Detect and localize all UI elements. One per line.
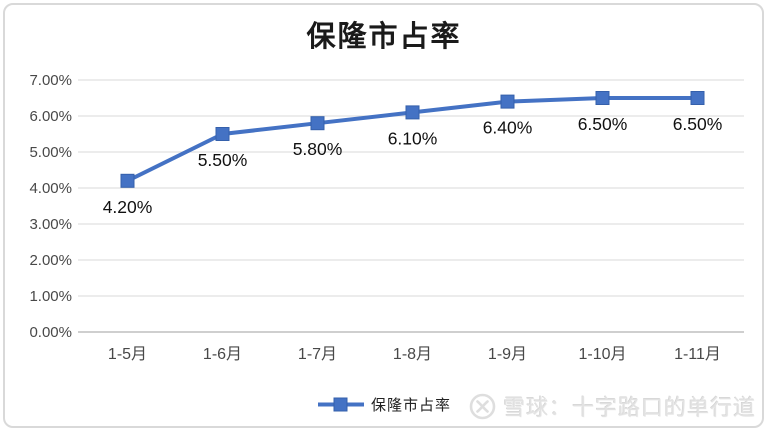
x-axis-category-label: 1-5月 bbox=[108, 346, 147, 363]
x-axis-category-label: 1-9月 bbox=[488, 346, 527, 363]
x-axis-category-label: 1-11月 bbox=[674, 346, 721, 363]
y-axis-tick-label: 1.00% bbox=[29, 288, 72, 305]
xueqiu-logo-icon bbox=[469, 393, 496, 419]
data-label: 6.10% bbox=[388, 128, 438, 148]
data-point-marker bbox=[120, 173, 135, 188]
y-axis-tick-label: 3.00% bbox=[29, 216, 72, 233]
data-point-marker bbox=[215, 127, 230, 141]
y-axis-tick-label: 7.00% bbox=[29, 72, 72, 89]
data-label: 5.80% bbox=[293, 139, 343, 159]
legend-label: 保隆市占率 bbox=[370, 395, 451, 414]
data-label: 6.50% bbox=[673, 114, 723, 134]
legend-square-marker bbox=[333, 397, 348, 411]
data-point-marker bbox=[690, 91, 705, 105]
data-point-marker bbox=[595, 91, 610, 105]
y-axis-tick-label: 5.00% bbox=[29, 144, 72, 161]
data-point-marker bbox=[405, 105, 420, 120]
legend: 保隆市占率 bbox=[0, 394, 768, 414]
data-point-marker bbox=[310, 116, 325, 131]
x-axis-category-label: 1-8月 bbox=[393, 346, 432, 363]
x-axis-category-label: 1-10月 bbox=[578, 346, 626, 363]
watermark-text: 雪球：十字路口的单行道 bbox=[502, 396, 756, 421]
x-axis-category-label: 1-6月 bbox=[203, 346, 242, 363]
data-label: 4.20% bbox=[103, 197, 153, 217]
y-axis-tick-label: 4.00% bbox=[29, 180, 72, 197]
data-label: 6.50% bbox=[578, 114, 628, 134]
legend-line-marker-icon bbox=[317, 397, 364, 411]
y-axis-tick-label: 6.00% bbox=[29, 108, 72, 125]
watermark: 雪球：十字路口的单行道 bbox=[469, 391, 756, 421]
y-axis-tick-label: 2.00% bbox=[29, 252, 72, 269]
chart-title: 保隆市占率 bbox=[306, 19, 462, 53]
x-axis-category-label: 1-7月 bbox=[298, 346, 337, 363]
data-point-marker bbox=[500, 94, 515, 109]
data-label: 6.40% bbox=[483, 118, 533, 138]
data-label: 5.50% bbox=[198, 150, 248, 170]
y-axis-tick-label: 0.00% bbox=[29, 324, 72, 341]
